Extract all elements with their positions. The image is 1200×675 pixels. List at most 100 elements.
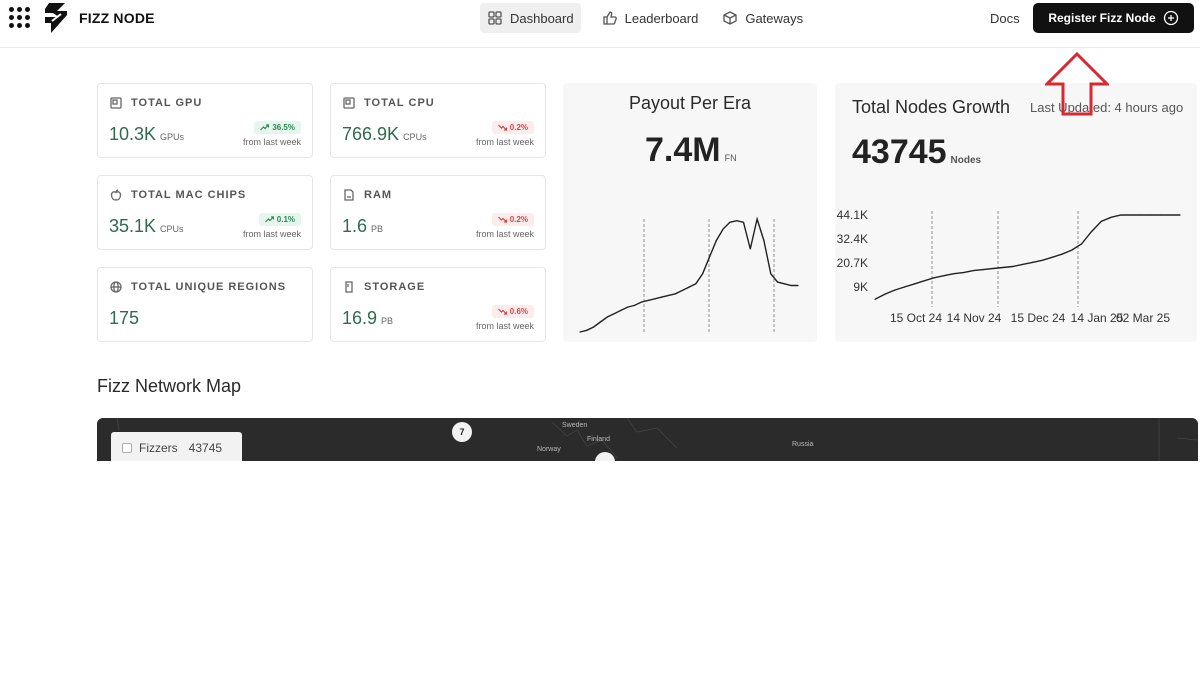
trend-badge: 0.2%: [491, 121, 534, 134]
stat-value: 175: [109, 308, 140, 328]
map-borders: [116, 418, 1198, 461]
stat-card-storage: STORAGE 16.9 PB 0.6% from last week: [330, 267, 546, 342]
trend-badge: 0.1%: [258, 213, 301, 226]
tab-label: Dashboard: [510, 10, 574, 26]
payout-per-era-panel: Payout Per Era 7.4M FN: [563, 83, 817, 342]
trend-value: 0.1%: [276, 215, 295, 224]
cube-icon: [723, 11, 737, 25]
brand-name: FIZZ NODE: [79, 10, 155, 26]
x-tick-label: 14 Nov 24: [947, 311, 1002, 325]
dashboard-grid-icon: [488, 11, 502, 25]
payout-value: 7.4M: [645, 131, 721, 169]
trend-period: from last week: [475, 137, 534, 147]
trend-down-icon: [497, 124, 507, 131]
x-tick-label: 14 Jan 25: [1071, 311, 1124, 325]
network-map[interactable]: Sweden Finland Norway Russia 7 Fizzers 4…: [97, 418, 1198, 461]
stat-card-total-cpu: TOTAL CPU 766.9K CPUs 0.2% from last wee…: [330, 83, 546, 158]
series-line: [874, 214, 1180, 300]
last-updated-text: Last Updated: 4 hours ago: [1030, 100, 1184, 115]
tab-label: Leaderboard: [624, 10, 699, 26]
plus-circle-icon: [1163, 10, 1178, 26]
map-legend: Fizzers 43745: [111, 432, 242, 461]
x-tick-label: 02 Mar 25: [1116, 311, 1170, 325]
stat-title: STORAGE: [364, 281, 426, 293]
growth-title: Total Nodes Growth: [852, 97, 1011, 117]
trend-value: 36.5%: [272, 123, 295, 132]
trend-badge: 36.5%: [254, 121, 301, 134]
stat-unit: PB: [381, 316, 394, 326]
register-fizz-node-button[interactable]: Register Fizz Node: [1033, 3, 1194, 33]
storage-icon: [345, 281, 353, 293]
map-label-norway: Norway: [537, 446, 561, 453]
tab-dashboard[interactable]: Dashboard: [480, 3, 581, 33]
nodes-growth-line-chart: 44.1K 32.4K 20.7K 9K 15 Oct 24 14 Nov 24 15 De…: [837, 208, 1181, 325]
fizz-logo-icon: [45, 3, 67, 33]
total-nodes-growth-panel: Total Nodes Growth Last Updated: 4 hours…: [835, 83, 1197, 342]
docs-link[interactable]: Docs: [990, 11, 1020, 26]
trend-up-icon: [260, 124, 270, 131]
stat-title: TOTAL MAC CHIPS: [131, 189, 247, 201]
growth-unit: Nodes: [950, 155, 982, 166]
fizzers-checkbox[interactable]: [122, 443, 132, 453]
stat-unit: CPUs: [160, 224, 184, 234]
map-cluster-marker-partial[interactable]: [595, 452, 615, 461]
trend-up-icon: [264, 216, 274, 223]
stat-value: 766.9K: [342, 124, 400, 144]
trend-down-icon: [497, 308, 507, 315]
payout-unit: FN: [724, 153, 737, 163]
ram-icon: [344, 189, 354, 201]
thumbs-up-icon: [602, 11, 617, 25]
x-tick-label: 15 Dec 24: [1011, 311, 1066, 325]
stat-title: TOTAL GPU: [131, 97, 203, 109]
legend-count: 43745: [188, 441, 223, 455]
payout-title: Payout Per Era: [628, 93, 752, 113]
growth-value: 43745: [852, 133, 947, 171]
stat-unit: GPUs: [160, 132, 185, 142]
tab-leaderboard[interactable]: Leaderboard: [595, 3, 706, 33]
globe-icon: [110, 281, 122, 293]
stat-value: 1.6: [342, 216, 368, 236]
x-tick-label: 15 Oct 24: [890, 311, 942, 325]
trend-badge: 0.2%: [491, 213, 534, 226]
apps-grid-icon[interactable]: [9, 7, 31, 29]
tab-label: Gateways: [745, 10, 804, 26]
map-label-sweden: Sweden: [562, 422, 588, 429]
stat-value: 16.9: [342, 308, 378, 328]
network-map-heading: Fizz Network Map: [97, 376, 242, 396]
trend-badge: 0.6%: [491, 305, 534, 318]
trend-value: 0.2%: [509, 215, 528, 224]
brand[interactable]: FIZZ NODE: [43, 0, 155, 36]
register-button-label: Register Fizz Node: [1048, 11, 1156, 25]
map-cluster-marker[interactable]: 7: [452, 422, 472, 442]
stat-title: TOTAL UNIQUE REGIONS: [131, 281, 287, 293]
trend-period: from last week: [242, 137, 301, 147]
tab-gateways[interactable]: Gateways: [715, 3, 810, 33]
annotation-arrow-icon: [1045, 52, 1109, 116]
series-line: [579, 216, 798, 333]
y-tick-label: 20.7K: [837, 256, 868, 270]
stat-value: 35.1K: [109, 216, 157, 236]
stat-unit: CPUs: [403, 132, 427, 142]
stat-unit: PB: [371, 224, 384, 234]
cpu-icon: [343, 97, 355, 109]
apple-icon: [110, 189, 122, 201]
stat-card-total-unique-regions: TOTAL UNIQUE REGIONS 175: [97, 267, 313, 342]
legend-label: Fizzers: [139, 441, 178, 455]
stat-value: 10.3K: [109, 124, 157, 144]
main-tabs: Dashboard Leaderboard Gateways: [480, 3, 810, 33]
y-tick-label: 32.4K: [837, 232, 868, 246]
gpu-icon: [110, 97, 122, 109]
y-tick-label: 9K: [853, 280, 868, 294]
map-label-russia: Russia: [792, 441, 814, 448]
stat-title: RAM: [364, 189, 393, 201]
payout-line-chart: [579, 216, 799, 333]
stat-card-ram: RAM 1.6 PB 0.2% from last week: [330, 175, 546, 250]
trend-period: from last week: [475, 321, 534, 331]
y-tick-label: 44.1K: [837, 208, 868, 222]
trend-period: from last week: [242, 229, 301, 239]
map-label-finland: Finland: [587, 436, 610, 443]
trend-down-icon: [497, 216, 507, 223]
trend-value: 0.6%: [509, 307, 528, 316]
stat-card-total-mac-chips: TOTAL MAC CHIPS 35.1K CPUs 0.1% from las…: [97, 175, 313, 250]
stat-card-total-gpu: TOTAL GPU 10.3K GPUs 36.5% from last wee…: [97, 83, 313, 158]
